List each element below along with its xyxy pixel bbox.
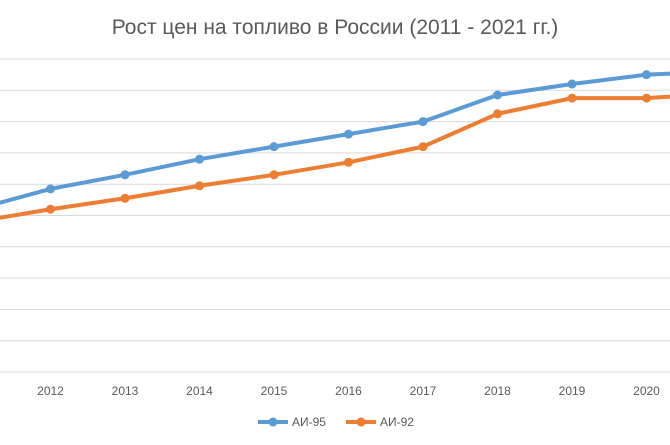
data-point: [120, 170, 130, 180]
data-point: [269, 142, 279, 152]
x-tick-label: 2017: [410, 384, 437, 398]
series-1: [0, 93, 670, 220]
legend-item: АИ-95: [258, 415, 326, 429]
legend-label: АИ-95: [292, 415, 326, 429]
data-point: [344, 157, 353, 167]
data-point: [493, 90, 502, 100]
data-point: [344, 129, 353, 139]
legend: АИ-95 АИ-92: [258, 415, 414, 429]
data-point: [642, 93, 651, 103]
legend-label: АИ-92: [380, 415, 414, 429]
x-tick-label: 2012: [37, 384, 64, 398]
data-point: [418, 117, 428, 127]
x-tick-label: 2015: [261, 384, 288, 398]
data-point: [642, 70, 651, 80]
data-point: [46, 184, 55, 194]
data-point: [195, 181, 204, 191]
data-point: [493, 109, 502, 119]
x-tick-label: 2018: [484, 384, 511, 398]
data-point: [269, 170, 279, 180]
x-tick-label: 2014: [186, 384, 213, 398]
series-line: [0, 94, 670, 220]
data-point: [195, 154, 204, 164]
series-line: [0, 71, 670, 205]
legend-swatch-marker: [268, 417, 278, 427]
chart-title: Рост цен на топливо в России (2011 - 202…: [112, 16, 559, 39]
x-axis-ticks: 2012 2013 2014 2015 2016 2017 2018 2019 2020: [37, 384, 660, 398]
gridlines: [0, 58, 670, 373]
series-0: [0, 70, 670, 205]
data-point: [418, 142, 428, 152]
legend-swatch-marker: [356, 417, 366, 427]
data-point: [46, 204, 55, 214]
x-tick-label: 2019: [559, 384, 586, 398]
data-point: [120, 193, 130, 203]
data-point: [567, 79, 577, 89]
x-tick-label: 2013: [112, 384, 139, 398]
x-tick-label: 2020: [633, 384, 660, 398]
data-point: [567, 93, 577, 103]
x-tick-label: 2016: [335, 384, 362, 398]
series-layer: [0, 70, 670, 220]
legend-item: АИ-92: [346, 415, 414, 429]
